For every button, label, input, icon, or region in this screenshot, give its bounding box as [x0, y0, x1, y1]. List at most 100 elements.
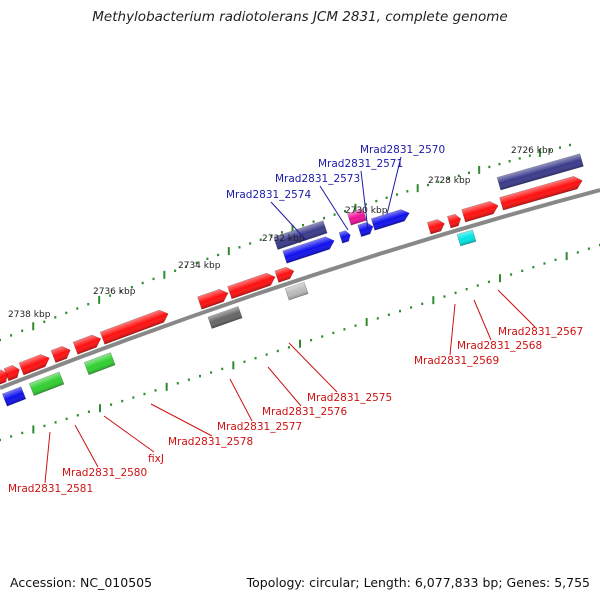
gene-purple-a[interactable]	[273, 220, 328, 250]
outer-ring-tick	[217, 253, 220, 257]
outer-ring-tick	[478, 165, 481, 174]
outer-ring-tick	[406, 190, 409, 193]
callout-2573	[319, 185, 349, 231]
gene-label-2570[interactable]: Mrad2831_2570	[360, 144, 445, 156]
callout-2571	[360, 170, 369, 231]
gene-label-2577[interactable]: Mrad2831_2577	[217, 421, 302, 433]
outer-ring-tick	[119, 290, 122, 293]
tick-label-2726: 2726 kbp	[511, 146, 554, 156]
gene-purple-b[interactable]	[496, 153, 584, 191]
inner-ring-tick	[387, 313, 390, 316]
gene-red-d[interactable]	[426, 218, 446, 235]
outer-ring-tick	[333, 213, 336, 216]
gene-red-e[interactable]	[274, 265, 296, 283]
gene-blue-a[interactable]	[370, 207, 411, 231]
gene-label-2567[interactable]: Mrad2831_2567	[498, 326, 583, 338]
gene-blue-c[interactable]	[338, 230, 352, 244]
outer-ring-tick	[302, 223, 305, 227]
inner-ring-tick	[121, 399, 124, 403]
gene-label-2573[interactable]: Mrad2831_2573	[275, 173, 360, 185]
inner-ring-tick	[287, 346, 290, 349]
inner-ring-tick	[210, 371, 213, 374]
gene-magenta[interactable]	[347, 208, 367, 226]
inner-ring-tick	[543, 262, 546, 265]
inner-ring-tick	[587, 247, 590, 250]
outer-ring-tick	[174, 269, 177, 272]
outer-ring-tick	[291, 224, 294, 233]
callout-2577	[229, 378, 253, 422]
inner-ring-tick	[399, 309, 401, 313]
inner-ring-tick	[0, 438, 1, 442]
gene-red-g[interactable]	[197, 287, 231, 310]
outer-ring-tick	[280, 231, 283, 234]
gene-blue-b[interactable]	[357, 221, 375, 237]
gene-red-b[interactable]	[461, 199, 500, 223]
gene-gray[interactable]	[207, 306, 243, 329]
gene-label-2575[interactable]: Mrad2831_2575	[307, 392, 392, 404]
gene-red-k[interactable]	[18, 352, 52, 376]
outer-ring-tick	[385, 196, 388, 199]
outer-ring-tick	[467, 171, 470, 175]
accession-text: Accession: NC_010505	[10, 575, 153, 590]
callout-2567	[497, 289, 536, 328]
outer-ring-tick	[141, 281, 144, 285]
outer-ring-tick	[43, 320, 46, 323]
gene-blue-d[interactable]	[282, 235, 336, 264]
outer-ring-tick	[312, 220, 315, 223]
gene-label-2571[interactable]: Mrad2831_2571	[318, 158, 403, 170]
gene-blue-e[interactable]	[1, 386, 27, 407]
gene-red-h[interactable]	[99, 308, 170, 345]
outer-ring-tick	[54, 316, 57, 319]
gene-green-a[interactable]	[83, 352, 116, 376]
gene-label-2576[interactable]: Mrad2831_2576	[262, 406, 347, 418]
outer-ring-tick	[558, 146, 561, 149]
outer-ring-tick	[396, 193, 399, 196]
inner-ring-tick	[199, 374, 201, 378]
gene-label-2578[interactable]: Mrad2831_2578	[168, 436, 253, 448]
gene-label-2574[interactable]: Mrad2831_2574	[226, 189, 311, 201]
callout-2580	[74, 424, 99, 468]
genome-backbone	[0, 188, 600, 390]
inner-ring-tick	[299, 339, 301, 348]
outer-ring-tick	[518, 157, 521, 160]
gene-label-2569[interactable]: Mrad2831_2569	[414, 355, 499, 367]
outer-ring-tick	[0, 338, 1, 342]
gene-label-2581[interactable]: Mrad2831_2581	[8, 483, 93, 495]
inner-ring-tick	[54, 421, 57, 424]
tick-label-2736: 2736 kbp	[93, 287, 136, 297]
tick-label-2730: 2730 kbp	[345, 206, 388, 216]
callout-2576	[267, 366, 302, 407]
gene-red-i[interactable]	[72, 333, 103, 355]
callout-2568	[473, 299, 492, 341]
inner-ring-tick	[354, 324, 357, 327]
gene-lightgray[interactable]	[284, 281, 309, 301]
inner-ring-tick	[521, 269, 524, 273]
outer-ring-tick	[354, 203, 357, 212]
inner-ring-tick	[310, 338, 313, 342]
inner-ring-tick	[254, 356, 257, 360]
outer-ring-tick	[130, 285, 133, 289]
outer-ring-tick	[65, 311, 68, 315]
outer-ring-tick	[528, 154, 531, 157]
outer-ring-tick	[538, 148, 541, 157]
gene-red-l[interactable]	[3, 364, 22, 382]
inner-ring-tick	[43, 424, 46, 428]
gene-cyan[interactable]	[456, 229, 477, 247]
inner-ring-tick	[443, 295, 446, 298]
gene-red-c[interactable]	[447, 213, 462, 229]
gene-label-fixj[interactable]: fixJ	[148, 453, 164, 465]
outer-ring-tick	[21, 329, 24, 333]
outer-ring-tick	[323, 216, 326, 220]
gene-red-j[interactable]	[50, 344, 72, 364]
gene-label-2568[interactable]: Mrad2831_2568	[457, 340, 542, 352]
outer-ring-tick	[457, 174, 460, 178]
tick-label-2732: 2732 kbp	[262, 234, 305, 244]
inner-ring-tick	[143, 392, 146, 396]
gene-label-2580[interactable]: Mrad2831_2580	[62, 467, 147, 479]
gene-red-f[interactable]	[227, 271, 278, 300]
outer-ring-tick	[163, 270, 166, 279]
gene-green-b[interactable]	[28, 371, 65, 397]
gene-red-a[interactable]	[499, 174, 584, 211]
gene-red-m[interactable]	[0, 368, 10, 386]
